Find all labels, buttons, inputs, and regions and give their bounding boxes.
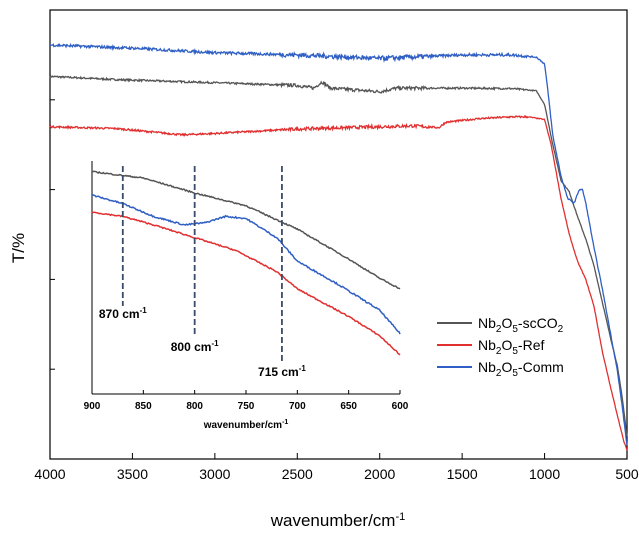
- inset-series-line-0: [91, 170, 401, 290]
- x-axis-label: wavenumber/cm-1: [270, 511, 406, 530]
- inset-background: [92, 161, 400, 394]
- inset-series-line-1: [91, 193, 401, 335]
- inset-x-tick-label: 850: [135, 401, 152, 412]
- inset-x-tick-label: 750: [238, 401, 255, 412]
- legend-entry-0: Nb2O5-scCO2: [478, 315, 564, 335]
- y-axis-label: T/%: [9, 233, 28, 263]
- legend-entry-1: Nb2O5-Ref: [478, 337, 544, 357]
- inset-x-tick-label: 600: [392, 401, 409, 412]
- x-tick-label: 1000: [529, 466, 560, 482]
- x-tick-label: 3000: [199, 466, 230, 482]
- marker-label-870: 870 cm-1: [99, 306, 147, 321]
- inset-x-tick-label: 700: [289, 401, 306, 412]
- x-tick-label: 2000: [364, 466, 395, 482]
- inset-axis-ticks: 900 850 800 750 700 650 600: [84, 390, 409, 412]
- main-plot-frame: [49, 9, 628, 460]
- inset-markers-group: 870 cm-1 800 cm-1 715 cm-1: [99, 166, 306, 379]
- x-tick-label: 500: [615, 466, 639, 482]
- series-line-0: [49, 74, 628, 437]
- inset-x-tick-label: 650: [340, 401, 357, 412]
- x-tick-label: 4000: [34, 466, 65, 482]
- inset-x-tick-label: 900: [84, 401, 101, 412]
- x-tick-label: 2500: [282, 466, 313, 482]
- series-line-2: [49, 42, 628, 446]
- x-tick-label: 3500: [117, 466, 148, 482]
- series-line-1: [49, 114, 628, 451]
- marker-label-800: 800 cm-1: [171, 339, 219, 354]
- inset-series-group: [91, 170, 401, 356]
- inset-x-axis-label: wavenumber/cm-1: [203, 419, 289, 431]
- inset-plot: 900 850 800 750 700 650 600 870 cm-1 800 cm-1 71…: [84, 161, 409, 431]
- inset-series-line-2: [91, 211, 401, 356]
- inset-x-tick-label: 800: [186, 401, 203, 412]
- main-series-group: [49, 42, 628, 451]
- marker-label-715: 715 cm-1: [258, 364, 306, 379]
- legend-entry-2: Nb2O5-Comm: [478, 359, 564, 379]
- x-tick-label: 1500: [447, 466, 478, 482]
- main-axis-ticks: 4000 3500 3000 2500 2000 1500 1000 500: [34, 99, 639, 482]
